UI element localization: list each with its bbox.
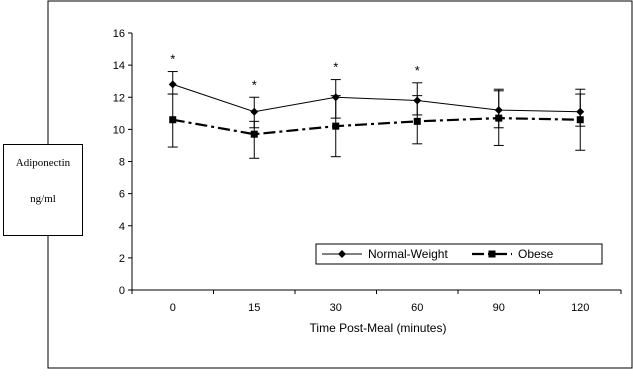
data-point — [169, 116, 177, 124]
data-point — [250, 130, 258, 138]
series-line — [172, 83, 581, 113]
data-point — [332, 122, 340, 130]
legend-label: Obese — [518, 247, 554, 261]
significance-marker: * — [170, 52, 175, 67]
y-tick-label: 12 — [113, 92, 125, 104]
data-point — [168, 80, 177, 89]
legend-label: Normal-Weight — [368, 247, 448, 261]
y-tick-label: 14 — [113, 60, 125, 72]
y-tick-label: 6 — [119, 189, 125, 201]
data-point — [413, 117, 421, 125]
y-tick-label: 16 — [113, 28, 125, 40]
legend-swatch-marker — [488, 250, 496, 258]
y-tick-label: 10 — [113, 124, 125, 136]
y-tick-label: 4 — [119, 221, 125, 233]
y-axis-label-box: Adiponectin ng/ml — [3, 144, 83, 236]
x-axis-label: Time Post-Meal (minutes) — [310, 321, 447, 335]
x-tick-label: 120 — [571, 302, 589, 314]
x-axis: 0 15 30 60 90 120 — [131, 289, 622, 314]
legend-swatch-marker — [338, 250, 346, 258]
significance-marker: * — [252, 77, 257, 92]
series-obese — [167, 90, 586, 159]
data-point — [495, 114, 503, 122]
data-point — [250, 107, 259, 116]
significance-marker: * — [333, 60, 338, 75]
x-tick-label: 90 — [493, 302, 505, 314]
annotation-layer: * * * * — [170, 52, 420, 93]
data-point — [576, 116, 584, 124]
y-tick-label: 8 — [119, 157, 125, 169]
x-tick-label: 30 — [330, 302, 342, 314]
legend-box — [315, 243, 603, 265]
series-layer — [167, 71, 586, 159]
x-tick-label: 60 — [411, 302, 423, 314]
x-tick-label: 0 — [170, 302, 176, 314]
x-tick-label: 15 — [248, 302, 260, 314]
y-axis-label-line-1: Adiponectin — [15, 157, 71, 169]
y-axis-label-line-2: ng/ml — [30, 193, 56, 205]
significance-marker: * — [415, 63, 420, 78]
y-tick-label: 2 — [119, 253, 125, 265]
series-line — [172, 117, 581, 136]
y-tick-label: 0 — [119, 285, 125, 297]
legend: Normal-Weight Obese — [315, 243, 603, 265]
y-axis: 0 2 4 6 8 10 12 14 16 — [113, 28, 133, 297]
